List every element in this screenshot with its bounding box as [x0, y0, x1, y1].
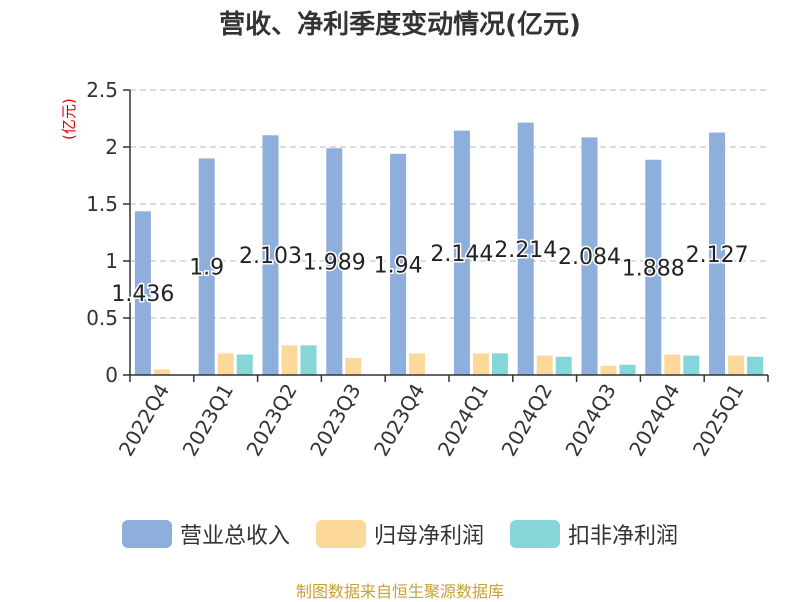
bar-1-2024Q2 — [536, 355, 553, 375]
bar-1-2024Q3 — [600, 365, 617, 375]
legend-item-net-profit[interactable]: 归母净利润 — [315, 518, 484, 550]
bar-1-2023Q4 — [409, 353, 426, 375]
data-label-revenue: 1.9 — [189, 256, 224, 281]
x-tick-label: 2023Q3 — [305, 380, 365, 461]
data-label-revenue: 2.144 — [430, 242, 493, 267]
y-tick-label: 1 — [105, 249, 118, 273]
data-label-revenue: 1.989 — [303, 251, 366, 276]
grid-lines — [130, 89, 768, 319]
bar-2-2025Q1 — [747, 356, 764, 375]
x-tick-label: 2023Q2 — [241, 380, 301, 461]
data-label-revenue: 2.084 — [558, 245, 621, 270]
y-tick-label: 2.5 — [86, 78, 118, 102]
bars — [134, 122, 764, 375]
bar-1-2024Q1 — [472, 353, 489, 375]
bar-1-2025Q1 — [728, 355, 745, 375]
x-tick-label: 2022Q4 — [114, 380, 174, 461]
data-label-revenue: 2.214 — [494, 238, 557, 263]
legend-swatch-net-profit — [315, 520, 366, 548]
legend-item-deducted-net-profit[interactable]: 扣非净利润 — [510, 518, 678, 550]
x-tick-label: 2024Q3 — [560, 380, 620, 461]
bar-2-2024Q4 — [683, 355, 700, 375]
x-tick-label: 2024Q2 — [497, 380, 557, 461]
data-label-revenue: 1.436 — [111, 282, 174, 307]
bar-0-2023Q4 — [390, 153, 407, 375]
x-tick-label: 2024Q1 — [433, 380, 493, 461]
bar-0-2023Q2 — [262, 135, 279, 375]
bar-1-2022Q4 — [153, 369, 170, 375]
y-tick-label: 0.5 — [86, 306, 118, 330]
bar-0-2024Q3 — [581, 137, 598, 375]
legend-label-net-profit: 归母净利润 — [373, 524, 484, 549]
bar-0-2024Q4 — [645, 159, 662, 375]
y-tick-label: 1.5 — [86, 192, 118, 216]
y-tick-label: 2 — [105, 135, 118, 159]
legend-item-revenue[interactable]: 营业总收入 — [121, 518, 290, 550]
bar-0-2025Q1 — [709, 132, 726, 375]
x-tick-label: 2023Q4 — [369, 380, 429, 461]
legend-label-revenue: 营业总收入 — [179, 524, 290, 549]
bar-2-2023Q2 — [300, 345, 317, 375]
legend-label-deducted-net-profit: 扣非净利润 — [568, 524, 679, 549]
bar-1-2023Q1 — [217, 353, 234, 375]
bar-chart: 0 0.5 1 1.5 2 2.5 2022Q4 2023Q1 2023Q2 2023Q3 2023… — [86, 78, 769, 461]
bar-0-2023Q3 — [326, 148, 343, 375]
bar-1-2023Q2 — [281, 345, 298, 375]
bar-0-2024Q1 — [453, 130, 470, 375]
legend: 营业总收入 归母净利润 扣非净利润 — [0, 518, 800, 550]
legend-swatch-revenue — [121, 520, 172, 548]
bar-1-2024Q4 — [664, 354, 681, 375]
bar-2-2024Q1 — [491, 353, 508, 375]
chart-title: 营收、净利季度变动情况(亿元) — [219, 10, 581, 40]
data-source-note: 制图数据来自恒生聚源数据库 — [295, 582, 504, 601]
x-tick-label: 2024Q4 — [624, 380, 684, 461]
bar-1-2023Q3 — [345, 357, 362, 375]
x-tick-label: 2025Q1 — [688, 380, 748, 461]
bar-0-2023Q1 — [198, 158, 215, 375]
bar-0-2022Q4 — [134, 211, 151, 375]
y-tick-label: 0 — [105, 363, 118, 387]
data-label-revenue: 1.888 — [622, 256, 685, 281]
legend-swatch-deducted-net-profit — [510, 520, 560, 548]
bar-0-2024Q2 — [517, 122, 534, 375]
data-label-revenue: 2.103 — [239, 244, 302, 269]
data-label-revenue: 1.94 — [374, 253, 423, 278]
data-labels: 1.436 1.9 2.103 1.989 1.94 2.144 2.214 2.084 1.8… — [110, 236, 750, 308]
data-label-revenue: 2.127 — [686, 243, 749, 268]
x-tick-label: 2023Q1 — [178, 380, 238, 461]
bar-2-2024Q2 — [555, 356, 572, 375]
bar-2-2024Q3 — [619, 364, 636, 375]
bar-2-2023Q1 — [236, 354, 253, 375]
